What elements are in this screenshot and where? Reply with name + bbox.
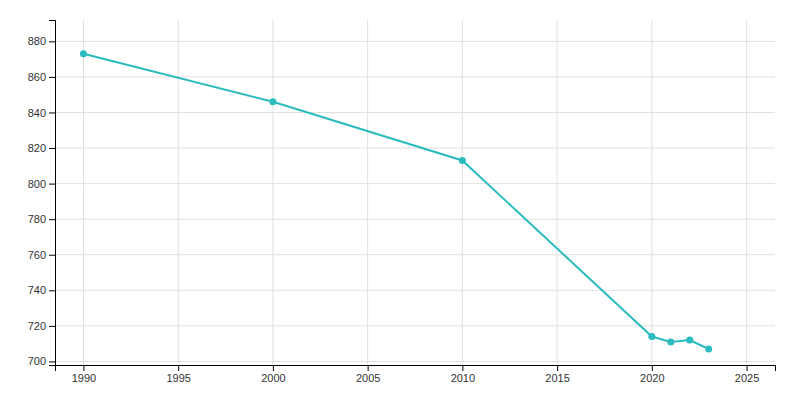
x-axis: 1990 1995 2000 2005 2010 2015 2020 2025 <box>56 365 776 384</box>
tick-mark <box>462 365 463 371</box>
tick-label: 700 <box>28 355 46 367</box>
y-axis: 700 720 740 760 780 800 820 840 860 880 <box>28 21 56 368</box>
tick: 2025 <box>735 365 759 384</box>
tick: 1995 <box>166 365 190 384</box>
tick-mark <box>49 148 55 149</box>
tick-mark <box>178 365 179 371</box>
tick-label: 2005 <box>356 372 380 384</box>
tick-mark <box>83 365 84 371</box>
grid-line-y <box>55 112 775 113</box>
tick: 700 <box>28 355 55 367</box>
tick-mark <box>49 112 55 113</box>
grid-line-x <box>272 20 273 365</box>
axis-line <box>56 366 776 372</box>
grid-line-y <box>55 290 775 291</box>
tick-label: 2010 <box>451 372 475 384</box>
tick-label: 2015 <box>545 372 569 384</box>
grid-line-x <box>557 20 558 365</box>
tick: 740 <box>28 284 55 296</box>
tick-label: 740 <box>28 284 46 296</box>
tick-mark <box>652 365 653 371</box>
marker <box>459 157 466 164</box>
grid-line-y <box>55 183 775 184</box>
tick: 840 <box>28 106 55 118</box>
tick-mark <box>49 219 55 220</box>
tick: 2020 <box>640 365 664 384</box>
tick: 2010 <box>451 365 475 384</box>
grid-line-y <box>55 219 775 220</box>
marker <box>686 337 693 344</box>
line <box>83 54 708 349</box>
tick: 800 <box>28 178 55 190</box>
grid-line-x <box>178 20 179 365</box>
axis-line <box>49 21 56 366</box>
tick-label: 840 <box>28 106 46 118</box>
tick-label: 820 <box>28 142 46 154</box>
grid-line-x <box>651 20 652 365</box>
grid-line-y <box>55 254 775 255</box>
tick-label: 1990 <box>72 372 96 384</box>
tick: 1990 <box>72 365 96 384</box>
marker <box>667 338 674 345</box>
grid-line-x <box>462 20 463 365</box>
tick-label: 760 <box>28 249 46 261</box>
tick-mark <box>557 365 558 371</box>
tick-label: 1995 <box>166 372 190 384</box>
tick-label: 2025 <box>735 372 759 384</box>
grid-line-x <box>367 20 368 365</box>
grid-line-x <box>83 20 84 365</box>
marker <box>705 345 712 352</box>
tick-label: 720 <box>28 320 46 332</box>
tick: 2000 <box>261 365 285 384</box>
tick: 820 <box>28 142 55 154</box>
tick-label: 860 <box>28 71 46 83</box>
marker <box>269 98 276 105</box>
tick: 720 <box>28 320 55 332</box>
tick-mark <box>49 290 55 291</box>
tick-label: 2020 <box>640 372 664 384</box>
tick-label: 780 <box>28 213 46 225</box>
tick-label: 800 <box>28 178 46 190</box>
tick-mark <box>368 365 369 371</box>
grid-line-y <box>55 361 775 362</box>
grid-line-x <box>746 20 747 365</box>
tick-mark <box>49 184 55 185</box>
plot-area: 1990 1995 2000 2005 2010 2015 2020 2025 700 720 74… <box>28 20 776 384</box>
tick-mark <box>747 365 748 371</box>
grid-line-y <box>55 148 775 149</box>
grid <box>55 20 775 365</box>
tick: 860 <box>28 71 55 83</box>
grid-line-y <box>55 76 775 77</box>
tick-mark <box>49 255 55 256</box>
tick: 780 <box>28 213 55 225</box>
marker <box>80 50 87 57</box>
tick: 2005 <box>356 365 380 384</box>
tick-mark <box>49 361 55 362</box>
tick-mark <box>49 77 55 78</box>
grid-line-y <box>55 41 775 42</box>
tick-mark <box>49 41 55 42</box>
marker <box>648 333 655 340</box>
chart: 1990 1995 2000 2005 2010 2015 2020 2025 700 720 74… <box>0 0 800 400</box>
tick: 760 <box>28 249 55 261</box>
tick: 880 <box>28 35 55 47</box>
tick-mark <box>273 365 274 371</box>
tick: 2015 <box>545 365 569 384</box>
marks <box>80 50 712 352</box>
grid-line-y <box>55 325 775 326</box>
tick-label: 880 <box>28 35 46 47</box>
tick-label: 2000 <box>261 372 285 384</box>
tick-mark <box>49 326 55 327</box>
